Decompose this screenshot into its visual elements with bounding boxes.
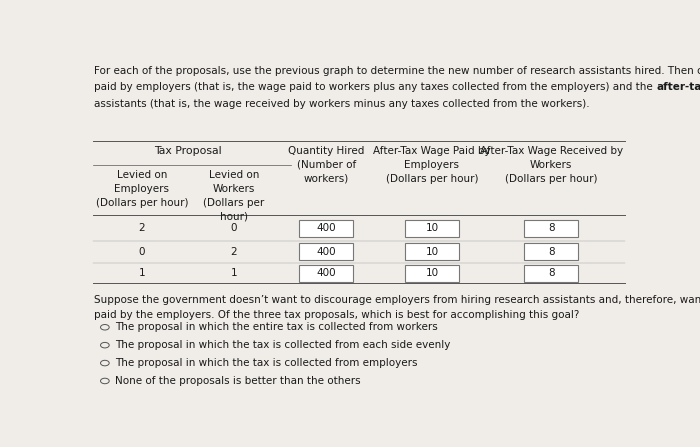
Text: The proposal in which the tax is collected from employers: The proposal in which the tax is collect… (115, 358, 417, 368)
FancyBboxPatch shape (299, 265, 354, 282)
FancyBboxPatch shape (299, 243, 354, 261)
Text: paid by employers (that is, the wage paid to workers plus any taxes collected fr: paid by employers (that is, the wage pai… (94, 82, 656, 92)
Text: Tax Proposal: Tax Proposal (154, 146, 222, 156)
Text: 1: 1 (139, 268, 145, 278)
Text: Quantity Hired
(Number of
workers): Quantity Hired (Number of workers) (288, 146, 365, 184)
Text: 2: 2 (231, 247, 237, 257)
Text: 0: 0 (139, 247, 145, 257)
Text: after-tax: after-tax (656, 82, 700, 92)
FancyBboxPatch shape (299, 219, 354, 237)
FancyBboxPatch shape (524, 265, 578, 282)
Text: 400: 400 (316, 223, 336, 233)
FancyBboxPatch shape (524, 243, 578, 261)
Text: 10: 10 (426, 247, 438, 257)
Text: The proposal in which the entire tax is collected from workers: The proposal in which the entire tax is … (115, 322, 438, 332)
Text: 8: 8 (548, 247, 554, 257)
Text: 400: 400 (316, 247, 336, 257)
Text: For each of the proposals, use the previous graph to determine the new number of: For each of the proposals, use the previ… (94, 66, 700, 76)
Text: 1: 1 (231, 268, 237, 278)
Text: 10: 10 (426, 268, 438, 278)
Text: paid by the employers. Of the three tax proposals, which is best for accomplishi: paid by the employers. Of the three tax … (94, 310, 580, 320)
Text: Levied on
Employers
(Dollars per hour): Levied on Employers (Dollars per hour) (95, 169, 188, 208)
Text: After-Tax Wage Received by
Workers
(Dollars per hour): After-Tax Wage Received by Workers (Doll… (480, 146, 623, 184)
FancyBboxPatch shape (405, 243, 459, 261)
Text: After-Tax Wage Paid by
Employers
(Dollars per hour): After-Tax Wage Paid by Employers (Dollar… (373, 146, 491, 184)
FancyBboxPatch shape (524, 219, 578, 237)
Text: The proposal in which the tax is collected from each side evenly: The proposal in which the tax is collect… (115, 340, 450, 350)
Text: None of the proposals is better than the others: None of the proposals is better than the… (115, 376, 360, 386)
Text: 10: 10 (426, 223, 438, 233)
Text: 8: 8 (548, 223, 554, 233)
Text: assistants (that is, the wage received by workers minus any taxes collected from: assistants (that is, the wage received b… (94, 99, 589, 109)
Text: Suppose the government doesn’t want to discourage employers from hiring research: Suppose the government doesn’t want to d… (94, 295, 700, 304)
FancyBboxPatch shape (405, 265, 459, 282)
Text: Levied on
Workers
(Dollars per
hour): Levied on Workers (Dollars per hour) (204, 169, 265, 222)
Text: 2: 2 (139, 223, 145, 233)
Text: 0: 0 (231, 223, 237, 233)
Text: 8: 8 (548, 268, 554, 278)
FancyBboxPatch shape (405, 219, 459, 237)
Text: 400: 400 (316, 268, 336, 278)
